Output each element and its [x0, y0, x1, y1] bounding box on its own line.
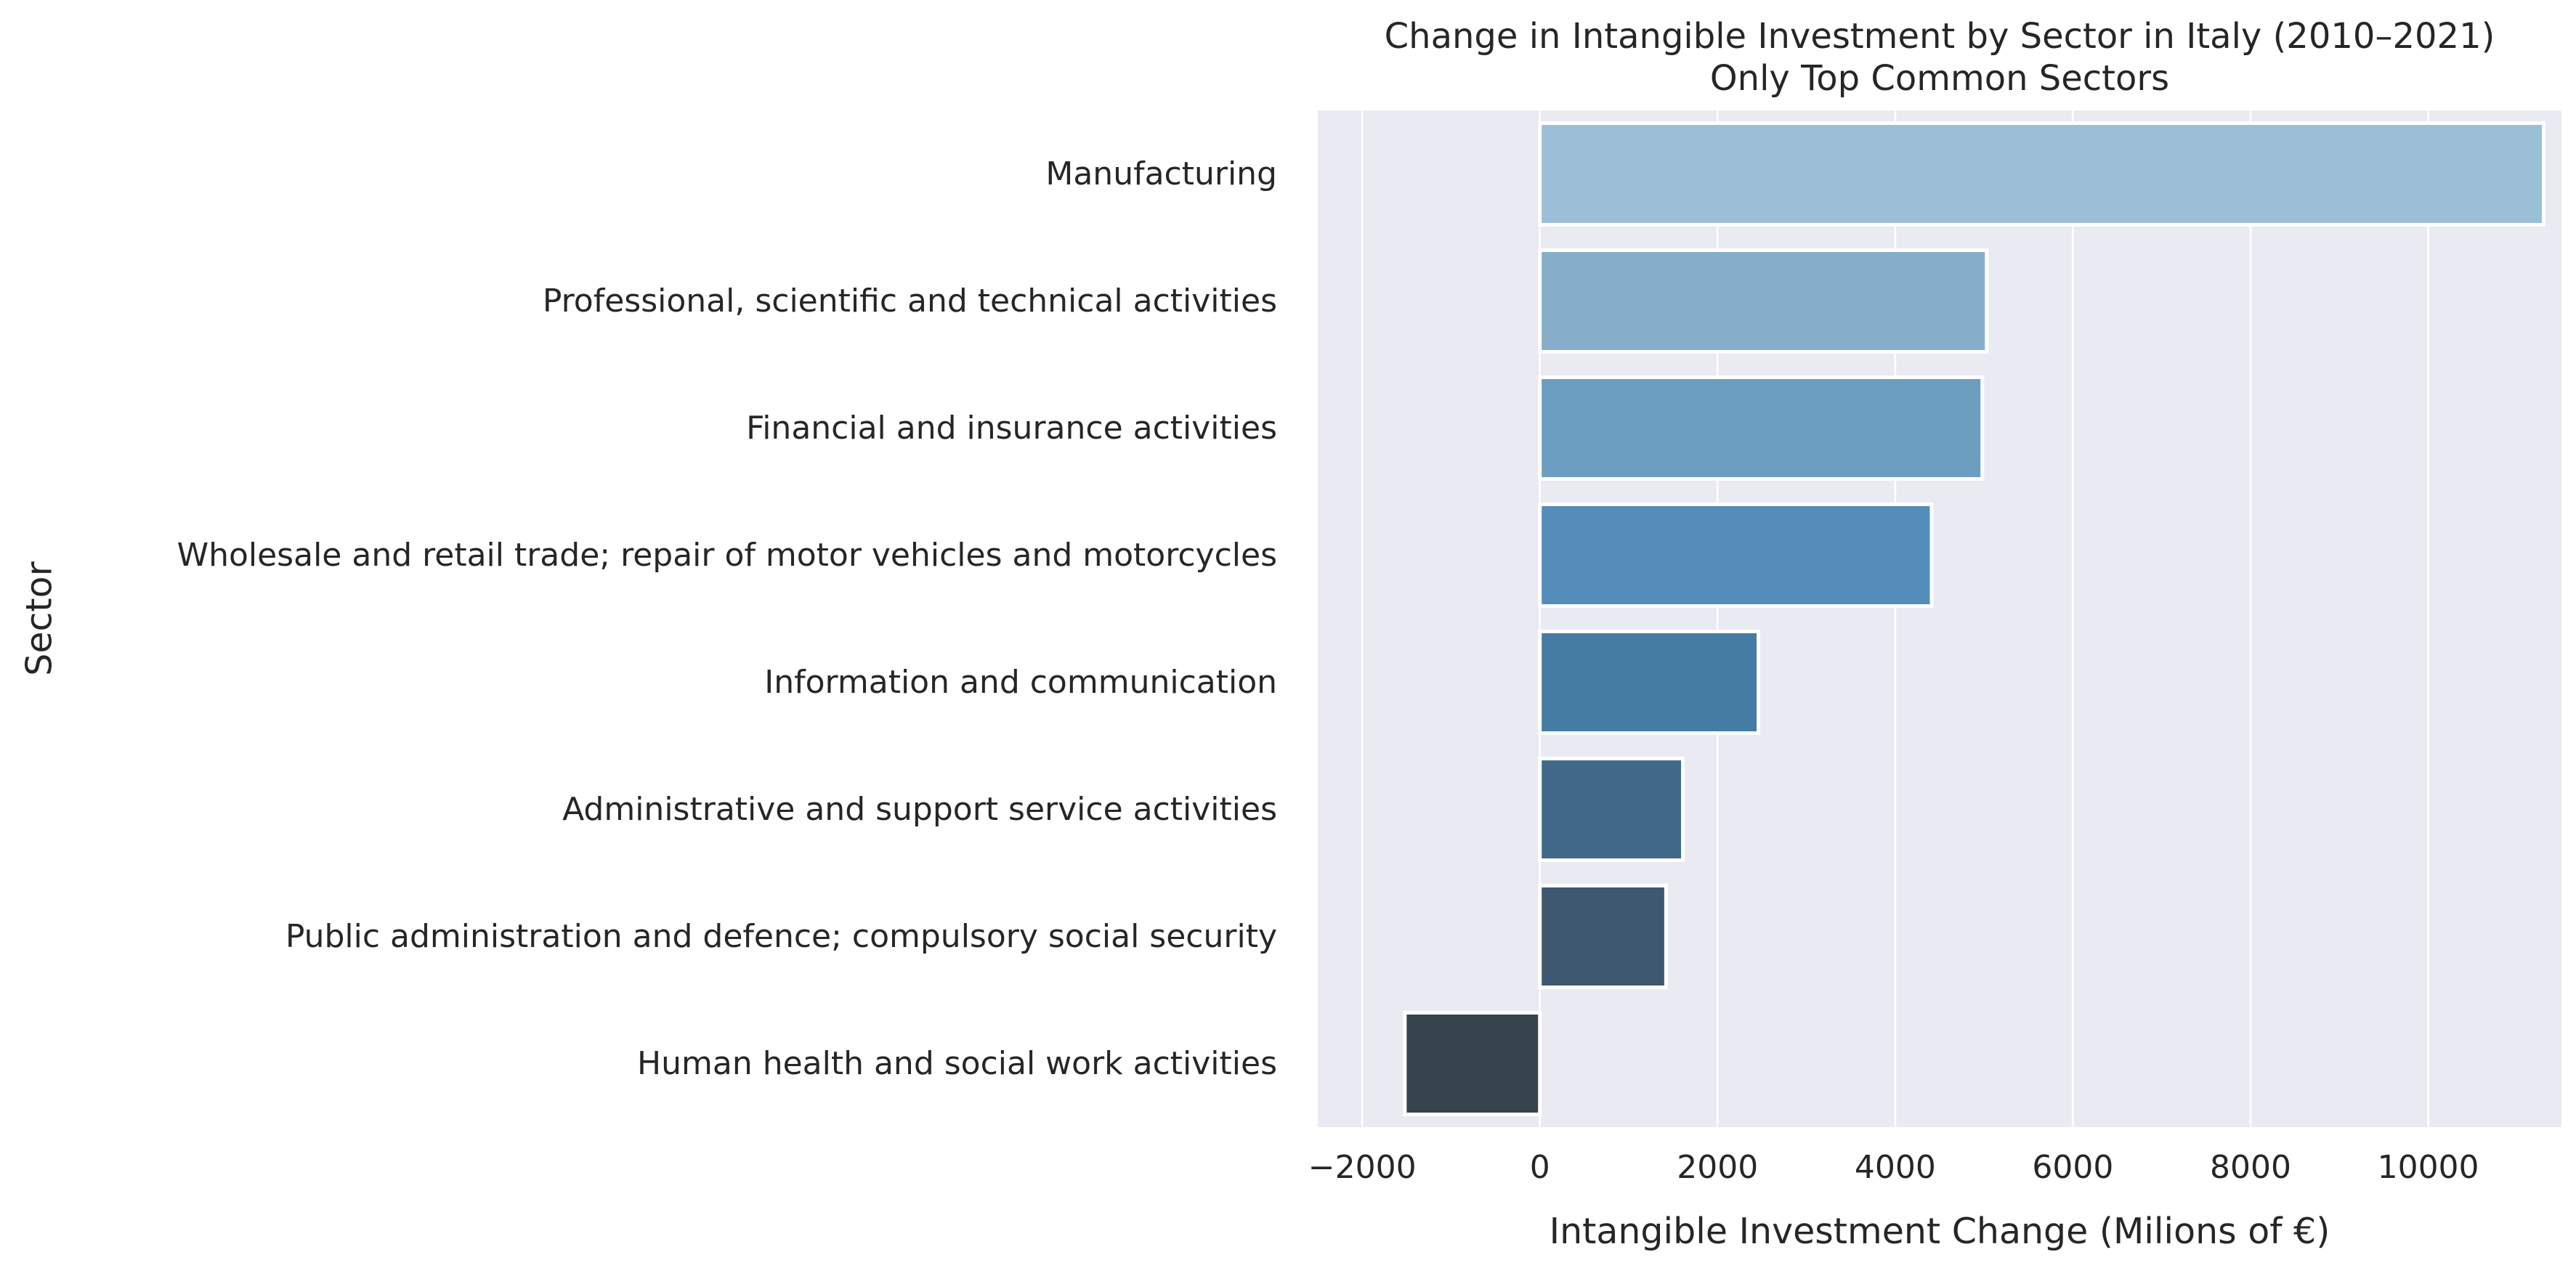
y-axis-label: Sector	[19, 561, 60, 675]
x-tick-label: 2000	[1677, 1149, 1758, 1186]
bar	[1538, 757, 1685, 862]
x-tick-label: 0	[1530, 1149, 1550, 1186]
x-tick-label: −2000	[1308, 1149, 1417, 1186]
bar	[1403, 1011, 1542, 1116]
y-tick-label: Administrative and support service activ…	[562, 791, 1277, 828]
bars	[1403, 121, 2546, 1116]
y-tick-label: Professional, scientific and technical a…	[543, 283, 1277, 320]
chart-title: Change in Intangible Investment by Secto…	[1385, 16, 2495, 57]
y-tick-label: Public administration and defence; compu…	[285, 918, 1277, 955]
x-tick-labels: −2000 0 2000 4000 6000 8000 10000	[1308, 1149, 2479, 1186]
y-tick-labels: Manufacturing Professional, scientific an…	[177, 155, 1277, 1082]
x-tick-label: 6000	[2032, 1149, 2113, 1186]
bar	[1538, 503, 1934, 608]
chart-subtitle: Only Top Common Sectors	[1710, 58, 2169, 99]
bar	[1538, 375, 1985, 481]
bar	[1538, 248, 1989, 354]
y-tick-label: Human health and social work activities	[637, 1045, 1277, 1082]
y-tick-label: Manufacturing	[1045, 155, 1277, 192]
x-tick-label: 10000	[2378, 1149, 2479, 1186]
x-axis-label: Intangible Investment Change (Milions of…	[1550, 1211, 2330, 1252]
bar	[1538, 630, 1761, 735]
y-tick-label: Information and communication	[764, 664, 1277, 701]
x-tick-label: 8000	[2210, 1149, 2291, 1186]
y-tick-label: Wholesale and retail trade; repair of mo…	[177, 537, 1277, 574]
x-tick-label: 4000	[1855, 1149, 1936, 1186]
bar	[1538, 121, 2546, 227]
bar	[1538, 884, 1668, 989]
y-tick-label: Financial and insurance activities	[746, 410, 1277, 447]
